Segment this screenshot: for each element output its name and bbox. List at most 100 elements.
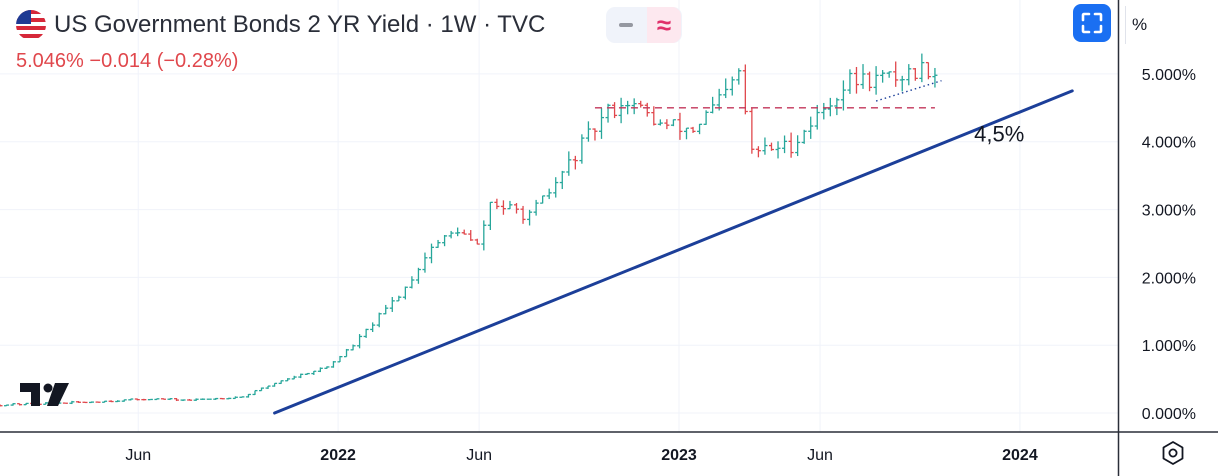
ohlc-bar: [174, 398, 180, 402]
ohlc-bar: [853, 66, 859, 94]
price-axis[interactable]: 0.000% 1.000% 2.000% 3.000% 4.000% 5.000%: [1117, 0, 1197, 476]
ohlc-bar: [10, 403, 16, 406]
ohlc-bar: [154, 398, 160, 401]
ohlc-bar: [546, 188, 552, 200]
y-tick-label: 0.000%: [1142, 406, 1196, 423]
ohlc-bar: [357, 334, 363, 349]
ohlc-bar: [128, 398, 134, 401]
ohlc-bar: [860, 64, 866, 89]
ohlc-bar: [651, 106, 657, 126]
ohlc-bar: [533, 199, 539, 216]
quote-line: 5.046% −0.014 (−0.28%): [16, 50, 238, 73]
ohlc-bar: [873, 66, 879, 95]
ohlc-bar: [592, 128, 598, 141]
ohlc-bar: [278, 380, 284, 385]
logo-v-shape: [47, 383, 69, 406]
ohlc-bar: [566, 151, 572, 176]
y-tick-label: 5.000%: [1142, 67, 1196, 84]
ohlc-bar: [827, 97, 833, 117]
annotation-label[interactable]: 4,5%: [974, 122, 1024, 147]
ohlc-bar: [612, 102, 618, 119]
percent-scale-button[interactable]: %: [1125, 6, 1213, 44]
indicator-pill[interactable]: ≈: [606, 7, 682, 43]
ohlc-bar: [886, 71, 892, 78]
x-tick-label: Jun: [125, 447, 151, 464]
ohlc-bar: [389, 296, 395, 312]
ohlc-bar: [89, 401, 95, 404]
ohlc-bar: [304, 372, 310, 375]
ohlc-bar: [723, 78, 729, 99]
ohlc-bar: [376, 312, 382, 328]
x-tick-label: 2024: [1002, 447, 1038, 464]
ohlc-bar: [840, 80, 846, 111]
ohlc-bar: [716, 88, 722, 111]
symbol-header[interactable]: US Government Bonds 2 YR Yield · 1W · TV…: [16, 8, 545, 42]
ohlc-bar: [507, 200, 513, 210]
ohlc-bar: [795, 135, 801, 157]
ohlc-bar: [102, 400, 108, 403]
ohlc-bar: [520, 205, 526, 224]
ohlc-bar: [337, 355, 343, 363]
ohlc-bar: [919, 53, 925, 83]
ohlc-bar: [272, 382, 278, 387]
ohlc-bar: [239, 396, 245, 398]
trendline[interactable]: [273, 89, 1074, 415]
ohlc-bar: [134, 398, 140, 401]
ohlc-bar: [867, 71, 873, 92]
time-axis[interactable]: Jun 2022 Jun 2023 Jun 2024: [0, 431, 1218, 464]
ohlc-bar: [82, 401, 88, 404]
ohlc-bar: [906, 64, 912, 86]
ohlc-bar: [814, 104, 820, 130]
ohlc-bar: [540, 195, 546, 204]
ohlc-bar: [17, 403, 23, 406]
ohlc-bar: [370, 322, 376, 332]
ohlc-bar: [474, 238, 480, 245]
x-tick-label: 2022: [320, 447, 356, 464]
ohlc-bar: [683, 127, 689, 140]
ohlc-bar: [585, 121, 591, 142]
ohlc-bar: [396, 295, 402, 302]
ohlc-bar: [801, 129, 807, 144]
ohlc-bar: [468, 230, 474, 241]
ohlc-bar: [95, 401, 101, 403]
ohlc-bar: [324, 366, 330, 369]
ohlc-bar: [697, 123, 703, 135]
approx-icon[interactable]: ≈: [647, 7, 681, 43]
ohlc-bar: [742, 64, 748, 115]
ohlc-bar: [415, 267, 421, 284]
ohlc-bar: [344, 348, 350, 358]
ohlc-bar: [808, 116, 814, 139]
fullscreen-button[interactable]: [1073, 4, 1111, 42]
ohlc-bar: [43, 402, 49, 405]
change-value: −0.014: [89, 50, 152, 72]
x-tick-label: Jun: [466, 447, 492, 464]
ohlc-bar: [187, 398, 193, 401]
ohlc-bar: [402, 286, 408, 300]
minus-icon[interactable]: [619, 23, 633, 27]
ohlc-bar: [925, 61, 931, 80]
fullscreen-icon: [1081, 12, 1103, 34]
gear-icon[interactable]: [1160, 440, 1186, 466]
ohlc-bar: [252, 389, 258, 396]
ohlc-bar: [703, 110, 709, 125]
ohlc-bar: [487, 201, 493, 231]
ohlc-bar: [749, 108, 755, 154]
symbol-title: US Government Bonds 2 YR Yield · 1W · TV…: [54, 11, 546, 38]
ohlc-bar: [285, 378, 291, 382]
logo-dot: [43, 383, 53, 393]
ohlc-bar: [579, 134, 585, 164]
ohlc-bar: [213, 397, 219, 400]
ohlc-bar: [193, 398, 199, 401]
ohlc-bar: [160, 398, 166, 400]
ohlc-bar: [180, 399, 186, 402]
ohlc-bar: [75, 401, 81, 403]
ohlc-bar: [200, 398, 206, 400]
ohlc-bar: [644, 102, 650, 117]
ohlc-bar: [618, 97, 624, 124]
ohlc-bar: [23, 402, 29, 406]
us-flag-icon: [16, 10, 46, 40]
ohlc-bar: [834, 97, 840, 116]
ohlc-bar: [710, 96, 716, 114]
x-tick-label: 2023: [661, 447, 697, 464]
